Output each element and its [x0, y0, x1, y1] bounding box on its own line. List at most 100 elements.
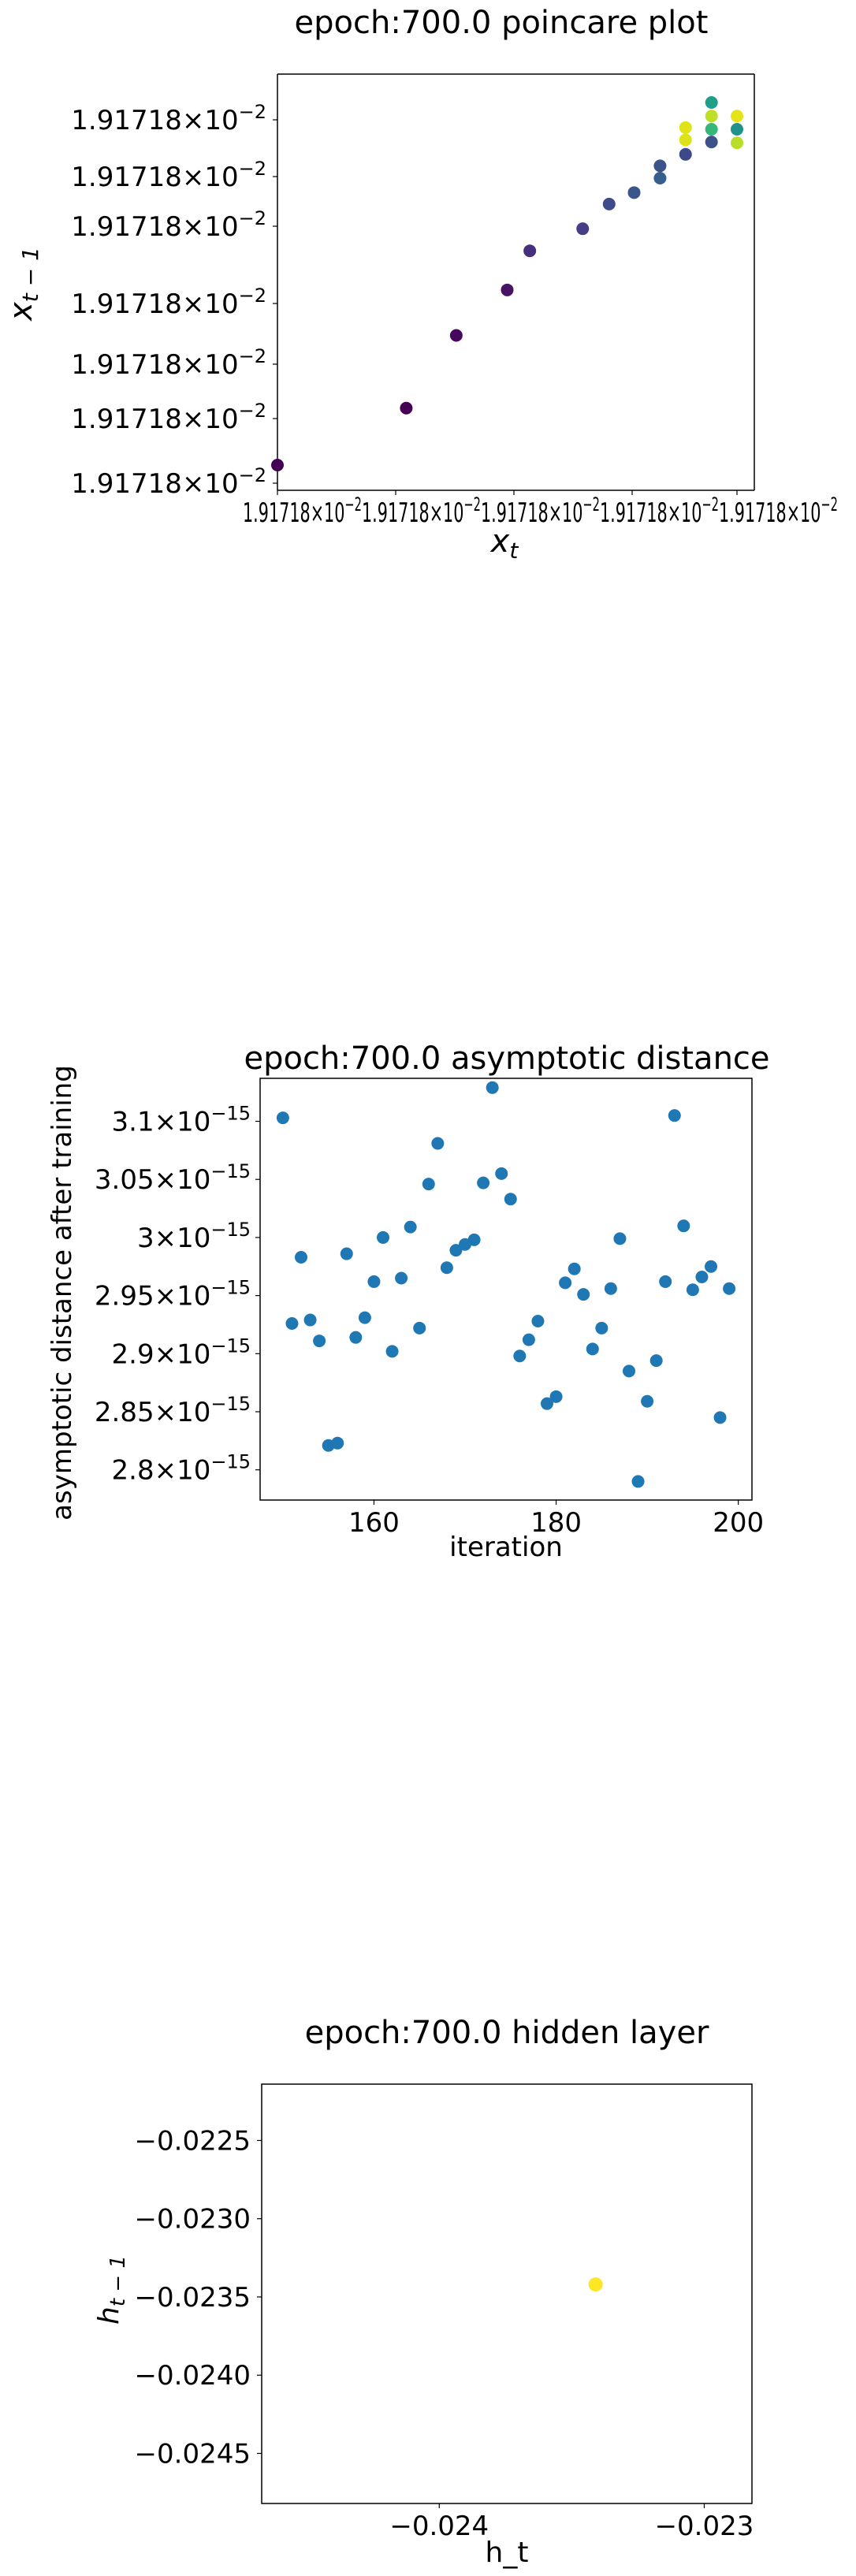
asymptotic-point — [613, 1232, 627, 1245]
poincare-x-tick-labels: 1.91718×10−21.91718×10−21.91718×10−21.91… — [243, 493, 838, 529]
hidden-plot-frame — [261, 2083, 753, 2504]
asymptotic-point — [541, 1397, 553, 1410]
hidden-title: epoch:700.0 hidden layer — [305, 2015, 709, 2051]
hidden-layer-chart: epoch:700.0 hidden layer −0.0225 −0.0230 −… — [93, 2015, 754, 2569]
hidden-y-tick-label: −0.0230 — [135, 2204, 251, 2235]
poincare-y-tick-label: 1.91718×10−2 — [71, 101, 266, 136]
asymptotic-point — [577, 1288, 590, 1301]
asymptotic-y-tick-label: 2.8×10−15 — [112, 1451, 251, 1487]
asymptotic-point — [449, 1244, 463, 1257]
poincare-point — [705, 122, 718, 136]
asymptotic-point — [340, 1247, 353, 1260]
asymptotic-point — [713, 1411, 727, 1424]
poincare-y-tick-label: 1.91718×10−2 — [71, 345, 266, 381]
poincare-point — [679, 133, 692, 147]
hidden-x-ticks: −0.024 −0.023 — [389, 2503, 754, 2542]
asymptotic-x-label: iteration — [449, 1532, 563, 1563]
asymptotic-x-tick-label: 180 — [530, 1507, 582, 1539]
asymptotic-point — [568, 1262, 581, 1275]
hidden-x-label: h_t — [486, 2537, 529, 2569]
asymptotic-x-ticks: 160 180 200 — [348, 1500, 764, 1539]
asymptotic-point — [623, 1364, 635, 1378]
asymptotic-point — [677, 1219, 690, 1233]
asymptotic-title: epoch:700.0 asymptotic distance — [244, 1040, 769, 1077]
asymptotic-point — [295, 1250, 307, 1264]
poincare-point — [501, 283, 514, 296]
asymptotic-point — [513, 1349, 527, 1363]
hidden-y-tick-label: −0.0240 — [135, 2360, 251, 2392]
asymptotic-point — [522, 1333, 535, 1346]
poincare-point — [271, 459, 284, 471]
poincare-point — [602, 197, 616, 210]
asymptotic-point — [668, 1109, 681, 1122]
poincare-x-ticks: 1.91718×10−21.91718×10−21.91718×10−21.91… — [243, 490, 838, 529]
asymptotic-point — [549, 1390, 563, 1403]
asymptotic-y-tick-label: 2.85×10−15 — [95, 1393, 251, 1428]
poincare-point — [705, 110, 718, 123]
asymptotic-point — [723, 1282, 736, 1295]
asymptotic-y-tick-label: 2.95×10−15 — [95, 1277, 251, 1312]
asymptotic-point — [559, 1276, 572, 1290]
asymptotic-point — [440, 1261, 453, 1275]
poincare-point — [627, 186, 641, 199]
hidden-y-tick-label: −0.0245 — [135, 2438, 251, 2470]
poincare-point — [653, 159, 667, 173]
asymptotic-point — [377, 1230, 389, 1244]
hidden-x-tick-label: −0.024 — [389, 2511, 489, 2542]
asymptotic-x-tick-label: 200 — [713, 1507, 764, 1539]
poincare-point — [523, 244, 537, 258]
asymptotic-y-tick-label: 3.1×10−15 — [112, 1103, 251, 1138]
asymptotic-plot-frame — [259, 1078, 753, 1501]
hidden-y-tick-label: −0.0225 — [135, 2125, 251, 2157]
asymptotic-point — [477, 1176, 490, 1189]
asymptotic-point — [631, 1475, 645, 1488]
hidden-y-label: ht − 1 — [93, 2255, 130, 2325]
asymptotic-x-tick-label: 160 — [348, 1507, 400, 1539]
asymptotic-point — [649, 1354, 663, 1368]
asymptotic-point — [467, 1233, 481, 1246]
hidden-x-tick-label: −0.023 — [655, 2511, 754, 2542]
asymptotic-point — [285, 1316, 299, 1330]
asymptotic-point — [586, 1342, 599, 1356]
poincare-point — [679, 147, 692, 161]
asymptotic-point — [313, 1335, 326, 1348]
poincare-point — [731, 122, 743, 136]
asymptotic-point — [531, 1315, 545, 1328]
poincare-point — [576, 222, 590, 236]
asymptotic-point — [705, 1260, 717, 1273]
asymptotic-y-ticks: 2.8×10−15 2.85×10−15 2.9×10−15 2.95×10−15 3×… — [95, 1103, 260, 1487]
asymptotic-point — [431, 1137, 445, 1150]
asymptotic-point — [486, 1081, 499, 1094]
asymptotic-point — [595, 1321, 609, 1335]
asymptotic-point — [659, 1275, 672, 1288]
asymptotic-chart: epoch:700.0 asymptotic distance 2.8×10−1… — [47, 1040, 770, 1563]
poincare-chart: epoch:700.0 poincare plot 1.91718×10−2 1.… — [3, 5, 838, 564]
asymptotic-point — [495, 1167, 508, 1180]
poincare-points — [271, 96, 743, 471]
asymptotic-point — [695, 1271, 709, 1284]
poincare-point — [653, 171, 667, 184]
asymptotic-point — [686, 1283, 699, 1297]
poincare-y-tick-label: 1.91718×10−2 — [71, 207, 266, 243]
asymptotic-y-tick-label: 2.9×10−15 — [112, 1335, 251, 1370]
asymptotic-point — [349, 1331, 363, 1344]
poincare-y-ticks: 1.91718×10−2 1.91718×10−2 1.91718×10−2 1.91… — [71, 74, 754, 500]
asymptotic-point — [413, 1321, 426, 1335]
hidden-point — [588, 2277, 603, 2292]
hidden-y-tick-label: −0.0235 — [135, 2282, 251, 2314]
poincare-y-tick-label: 1.91718×10−2 — [71, 400, 266, 435]
poincare-y-label: xt − 1 — [3, 247, 43, 322]
poincare-point — [400, 401, 413, 415]
poincare-point — [705, 136, 718, 149]
asymptotic-y-tick-label: 3×10−15 — [137, 1219, 251, 1254]
asymptotic-point — [358, 1311, 371, 1324]
asymptotic-point — [395, 1271, 408, 1285]
asymptotic-point — [404, 1220, 417, 1234]
poincare-x-label: xt — [489, 523, 519, 564]
asymptotic-point — [641, 1394, 654, 1408]
asymptotic-point — [303, 1313, 317, 1327]
asymptotic-point — [504, 1193, 517, 1206]
poincare-y-tick-label: 1.91718×10−2 — [71, 464, 266, 500]
hidden-points — [588, 2277, 603, 2292]
asymptotic-point — [331, 1436, 344, 1450]
